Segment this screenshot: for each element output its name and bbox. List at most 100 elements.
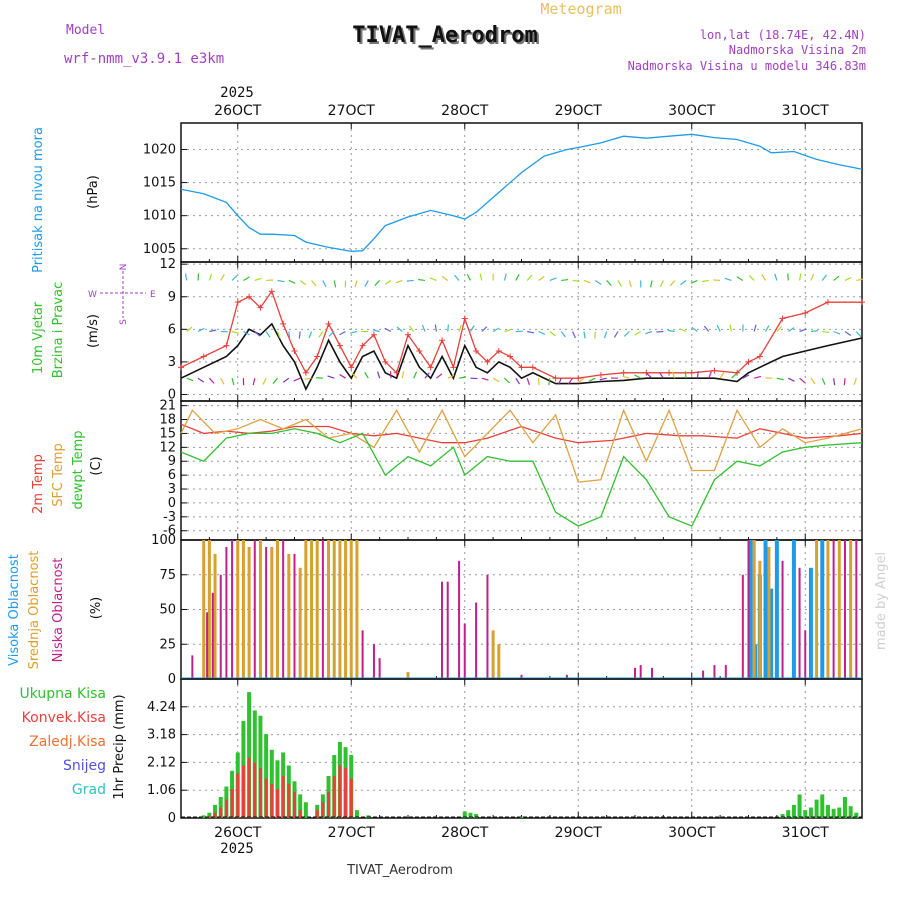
wind-arrow xyxy=(690,279,698,284)
wind-panel: 0 3 6 9 12 xyxy=(159,257,865,402)
wind-arrow xyxy=(304,377,312,380)
wind-arrow xyxy=(787,377,795,382)
wind-arrow xyxy=(578,377,585,384)
compass-rose: W E N S xyxy=(88,264,156,325)
y-tick-label: 1005 xyxy=(143,242,176,257)
bar-ukupna-kisa xyxy=(474,814,479,818)
bar-niska-oblacnost xyxy=(231,540,234,679)
wind-arrow xyxy=(262,377,267,385)
bar-ukupna-kisa xyxy=(842,797,847,818)
wind-arrow xyxy=(776,377,784,381)
bar-niska-oblacnost xyxy=(206,612,209,679)
bar-niska-oblacnost xyxy=(441,581,444,679)
wind-arrow xyxy=(354,280,358,288)
wind-arrow xyxy=(401,371,405,379)
bar-niska-oblacnost xyxy=(639,665,642,679)
wind-arrow xyxy=(272,377,278,384)
wind-arrow xyxy=(504,328,512,333)
precip-legend-item: Grad xyxy=(72,782,106,798)
wind-arrow xyxy=(315,377,323,379)
bar-srednja-oblacnost xyxy=(815,540,819,679)
panel-frame xyxy=(180,400,863,541)
bar-ukupna-kisa xyxy=(264,734,269,818)
wind-arrow xyxy=(265,331,271,338)
wind-arrow xyxy=(649,280,653,288)
bar-niska-oblacnost xyxy=(219,574,222,679)
bar-konvek-kisa xyxy=(293,791,296,818)
wind-arrow xyxy=(833,275,840,281)
wind-arrow xyxy=(527,330,535,334)
gust-marker xyxy=(859,299,865,306)
y-tick-label: 1010 xyxy=(143,209,176,224)
bar-srednja-oblacnost xyxy=(304,540,308,679)
bar-srednja-oblacnost xyxy=(327,540,331,679)
wind-arrow xyxy=(396,326,403,332)
wind-arrow xyxy=(646,373,653,379)
bar-srednja-oblacnost xyxy=(270,546,274,679)
wind-arrow xyxy=(583,279,591,284)
bar-srednja-oblacnost xyxy=(752,540,756,679)
wind-arrow xyxy=(243,276,250,281)
panel-frame xyxy=(180,122,863,263)
series-line-2m-temp xyxy=(180,423,863,444)
model-elevation-label: Nadmorska Visina u modelu 346.83m xyxy=(628,59,866,73)
wind-arrow xyxy=(776,325,783,332)
gust-marker xyxy=(382,358,389,365)
bar-niska-oblacnost xyxy=(804,630,807,679)
wind-arrow xyxy=(515,273,520,281)
bar-srednja-oblacnost xyxy=(497,644,501,679)
y-tick-label: 3.18 xyxy=(147,728,176,743)
wind-arrow xyxy=(634,330,641,336)
bar-ukupna-kisa xyxy=(803,810,808,818)
wind-arrow xyxy=(765,325,770,332)
y-tick-label: 0 xyxy=(168,672,176,687)
bar-niska-oblacnost xyxy=(855,540,858,679)
bar-ukupna-kisa xyxy=(797,794,802,818)
wind-arrow xyxy=(843,378,846,386)
bar-konvek-kisa xyxy=(275,789,279,818)
gust-marker xyxy=(359,342,366,349)
gust-marker xyxy=(439,337,446,344)
bar-ukupna-kisa xyxy=(468,812,473,818)
wind-arrow xyxy=(549,331,556,337)
y-tick-label: 0 xyxy=(168,811,176,826)
wind-arrow xyxy=(421,324,426,332)
gust-marker xyxy=(824,299,831,306)
compass-n: N xyxy=(119,264,129,271)
gust-marker xyxy=(393,369,400,376)
bar-niska-oblacnost xyxy=(378,658,381,679)
bar-niska-oblacnost xyxy=(225,546,228,679)
wind-arrow xyxy=(209,329,217,333)
wind-arrow xyxy=(623,331,630,337)
wind-arrow xyxy=(364,280,369,287)
top-date-label: 27OCT xyxy=(328,103,376,119)
compass-s: S xyxy=(119,319,129,325)
wind-arrow xyxy=(572,279,580,282)
y-tick-label: 3 xyxy=(168,355,176,370)
bar-srednja-oblacnost xyxy=(236,540,240,679)
y-tick-label: 6 xyxy=(168,468,176,483)
wind-arrow xyxy=(469,325,475,332)
bar-srednja-oblacnost xyxy=(298,567,302,679)
gust-marker xyxy=(450,364,457,371)
wind-arrow xyxy=(729,324,733,332)
wind-arrow xyxy=(311,280,317,287)
wind-arrow xyxy=(481,326,488,332)
wind-arrow xyxy=(538,275,545,281)
wind-arrow xyxy=(538,330,546,336)
y-tick-label: 21 xyxy=(159,399,176,414)
wind-arrow xyxy=(810,330,818,333)
wind-arrow xyxy=(684,371,687,379)
wind-arrow xyxy=(667,329,675,333)
bottom-date-label: 27OCT xyxy=(328,825,376,841)
wind-title-1: 10m Vjetar xyxy=(31,301,46,374)
wind-arrow xyxy=(479,273,483,281)
wind-arrow xyxy=(526,274,533,281)
y-tick-label: 18 xyxy=(159,413,176,428)
gust-marker xyxy=(325,320,332,327)
y-tick-label: 0 xyxy=(168,496,176,511)
gust-marker xyxy=(370,331,377,338)
y-tick-label: 3 xyxy=(168,482,176,497)
